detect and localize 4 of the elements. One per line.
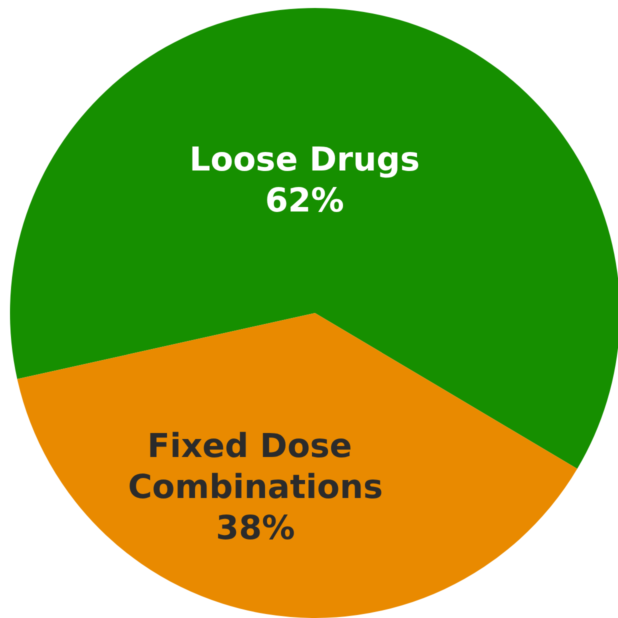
slice-label: Loose Drugs <box>189 139 420 178</box>
data-label: 38% <box>216 508 295 548</box>
data-label: 62% <box>265 180 344 220</box>
slice-label: Fixed Dose Combinations <box>128 426 383 506</box>
